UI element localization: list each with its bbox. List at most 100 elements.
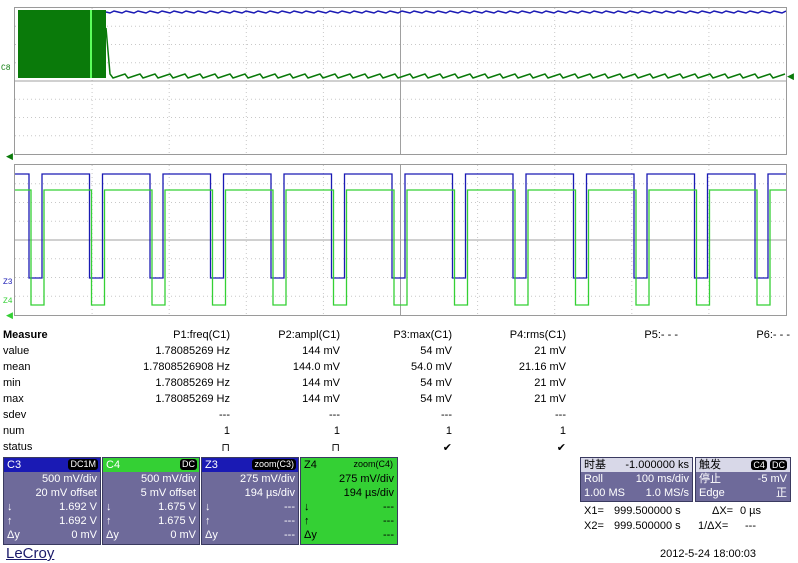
measure-cell: ---	[441, 409, 452, 421]
channel-r2-value: ---	[383, 515, 394, 527]
col-p1[interactable]: P1:freq(C1)	[173, 329, 230, 341]
measure-title: Measure	[3, 329, 48, 341]
channel-vdiv: 275 mV/div	[338, 473, 394, 485]
cursor-dx-label: ΔX=	[712, 505, 734, 517]
channel-offset: 194 µs/div	[244, 487, 295, 499]
channel-r1-value: 1.692 V	[59, 501, 97, 513]
timebase-rate: 1.0 MS/s	[645, 487, 689, 499]
channel-name: Z4	[304, 459, 317, 471]
measure-cell: ---	[555, 409, 566, 421]
channel-badge: DC1M	[68, 459, 98, 470]
channel-r3-value: ---	[284, 529, 295, 541]
measure-cell: 21 mV	[534, 345, 566, 357]
measure-cell: 144 mV	[302, 393, 340, 405]
channel-vdiv: 500 mV/div	[140, 473, 196, 485]
cursor-inv-dx-label: 1/ΔX=	[698, 520, 729, 532]
channel-r3-key: Δy	[205, 529, 218, 541]
top-waveform-grid[interactable]	[14, 7, 787, 155]
zoom-waveform-grid[interactable]	[14, 164, 787, 316]
channel-vdiv: 500 mV/div	[41, 473, 97, 485]
channel-r1-key: ↓	[106, 501, 112, 513]
top-waveform-svg	[15, 8, 786, 154]
channel-badge: DC	[180, 459, 197, 470]
channel-box-c3[interactable]: C3 DC1M 500 mV/div 20 mV offset ↓ 1.692 V ↑ 1.6…	[3, 457, 101, 545]
measure-cell: 54 mV	[420, 393, 452, 405]
measure-cell: 144.0 mV	[292, 361, 340, 373]
measure-cell: 1.78085269 Hz	[155, 393, 230, 405]
channel-r2-value: 1.692 V	[59, 515, 97, 527]
cursor-x2-label: X2=	[584, 520, 604, 532]
timebase-samples: 1.00 MS	[584, 487, 625, 499]
measure-cell: ✔	[442, 442, 452, 454]
measure-cell: ✔	[556, 442, 566, 454]
measure-cell: 1	[223, 425, 230, 437]
channel-r2-value: 1.675 V	[158, 515, 196, 527]
channel-r3-key: Δy	[106, 529, 119, 541]
channel-r1-key: ↓	[7, 501, 13, 513]
zoom-waveform-svg	[15, 165, 786, 315]
measure-cell: 144 mV	[302, 345, 340, 357]
measure-cell: ⊓	[221, 442, 230, 454]
trigger-slope: 正	[776, 487, 787, 499]
datetime: 2012-5-24 18:00:03	[660, 548, 757, 560]
col-p5[interactable]: P5:- - -	[644, 329, 678, 341]
channel-r3-value: ---	[383, 529, 394, 541]
zoom-z4-trace	[15, 189, 786, 306]
timebase-mode: Roll	[584, 473, 603, 485]
measure-cell: 144 mV	[302, 377, 340, 389]
top-blue-trace	[105, 10, 786, 14]
trigger-title: 触发	[699, 459, 721, 471]
timebase-box[interactable]: 时基 -1.000000 ks Roll 100 ms/div 1.00 MS …	[580, 457, 693, 502]
timebase-delay: -1.000000 ks	[625, 459, 689, 471]
channel-r1-value: ---	[284, 501, 295, 513]
channel-r1-value: ---	[383, 501, 394, 513]
brand-logo: LeCroy	[6, 545, 55, 562]
trigger-type: Edge	[699, 487, 725, 499]
channel-badge: zoom(C4)	[353, 459, 393, 469]
measure-cell: ⊓	[331, 442, 340, 454]
left-marker-icon: ◀	[6, 151, 13, 161]
channel-vdiv: 275 mV/div	[239, 473, 295, 485]
measure-row-label: status	[3, 441, 33, 453]
channel-badge: zoom(C3)	[252, 459, 296, 470]
z4-trace-label: Z4	[3, 297, 13, 306]
cursor-inv-dx-value: ---	[745, 520, 756, 532]
channel-r2-key: ↑	[106, 515, 112, 527]
measure-cell: 21 mV	[534, 377, 566, 389]
channel-r3-value: 0 mV	[71, 529, 97, 541]
trigger-source: C4	[751, 460, 767, 470]
channel-r3-key: Δy	[304, 529, 317, 541]
measure-cell: 1.78085269 Hz	[155, 377, 230, 389]
measure-row-label: min	[3, 377, 21, 389]
timebase-tdiv: 100 ms/div	[635, 473, 689, 485]
zoom-left-marker-icon: ◀	[6, 310, 13, 320]
measure-cell: ---	[329, 409, 340, 421]
trigger-state: 停止	[699, 473, 721, 485]
measure-row-label: sdev	[3, 409, 27, 421]
col-p2[interactable]: P2:ampl(C1)	[278, 329, 340, 341]
measure-cell: 1.7808526908 Hz	[143, 361, 230, 373]
measure-row-label: mean	[3, 361, 31, 373]
measure-cell: 1.78085269 Hz	[155, 345, 230, 357]
measure-table: Measure P1:freq(C1) P2:ampl(C1) P3:max(C…	[0, 327, 798, 457]
channel-offset: 20 mV offset	[35, 487, 97, 499]
right-marker-icon: ◀	[787, 71, 794, 81]
zoom-z3-trace	[15, 173, 786, 279]
trigger-badges: C4 DC	[751, 458, 787, 472]
channel-box-c4[interactable]: C4 DC 500 mV/div 5 mV offset ↓ 1.675 V ↑ 1.675 …	[102, 457, 200, 545]
channel-r1-key: ↓	[304, 501, 310, 513]
col-p4[interactable]: P4:rms(C1)	[509, 329, 566, 341]
channel-offset: 194 µs/div	[343, 487, 394, 499]
col-p3[interactable]: P3:max(C1)	[393, 329, 452, 341]
channel-r3-value: 0 mV	[170, 529, 196, 541]
channel-box-z3[interactable]: Z3 zoom(C3) 275 mV/div 194 µs/div ↓ --- ↑ --- Δy…	[201, 457, 299, 545]
trigger-box[interactable]: 触发 C4 DC 停止 -5 mV Edge 正	[695, 457, 791, 502]
channel-r1-value: 1.675 V	[158, 501, 196, 513]
channel-r1-key: ↓	[205, 501, 211, 513]
channel-r3-key: Δy	[7, 529, 20, 541]
z3-trace-label: Z3	[3, 278, 13, 287]
timebase-title: 时基	[584, 459, 606, 471]
channel-box-z4[interactable]: Z4 zoom(C4) 275 mV/div 194 µs/div ↓ --- ↑ --- Δy…	[300, 457, 398, 545]
col-p6[interactable]: P6:- - -	[756, 329, 790, 341]
channel-name: C4	[106, 459, 121, 471]
